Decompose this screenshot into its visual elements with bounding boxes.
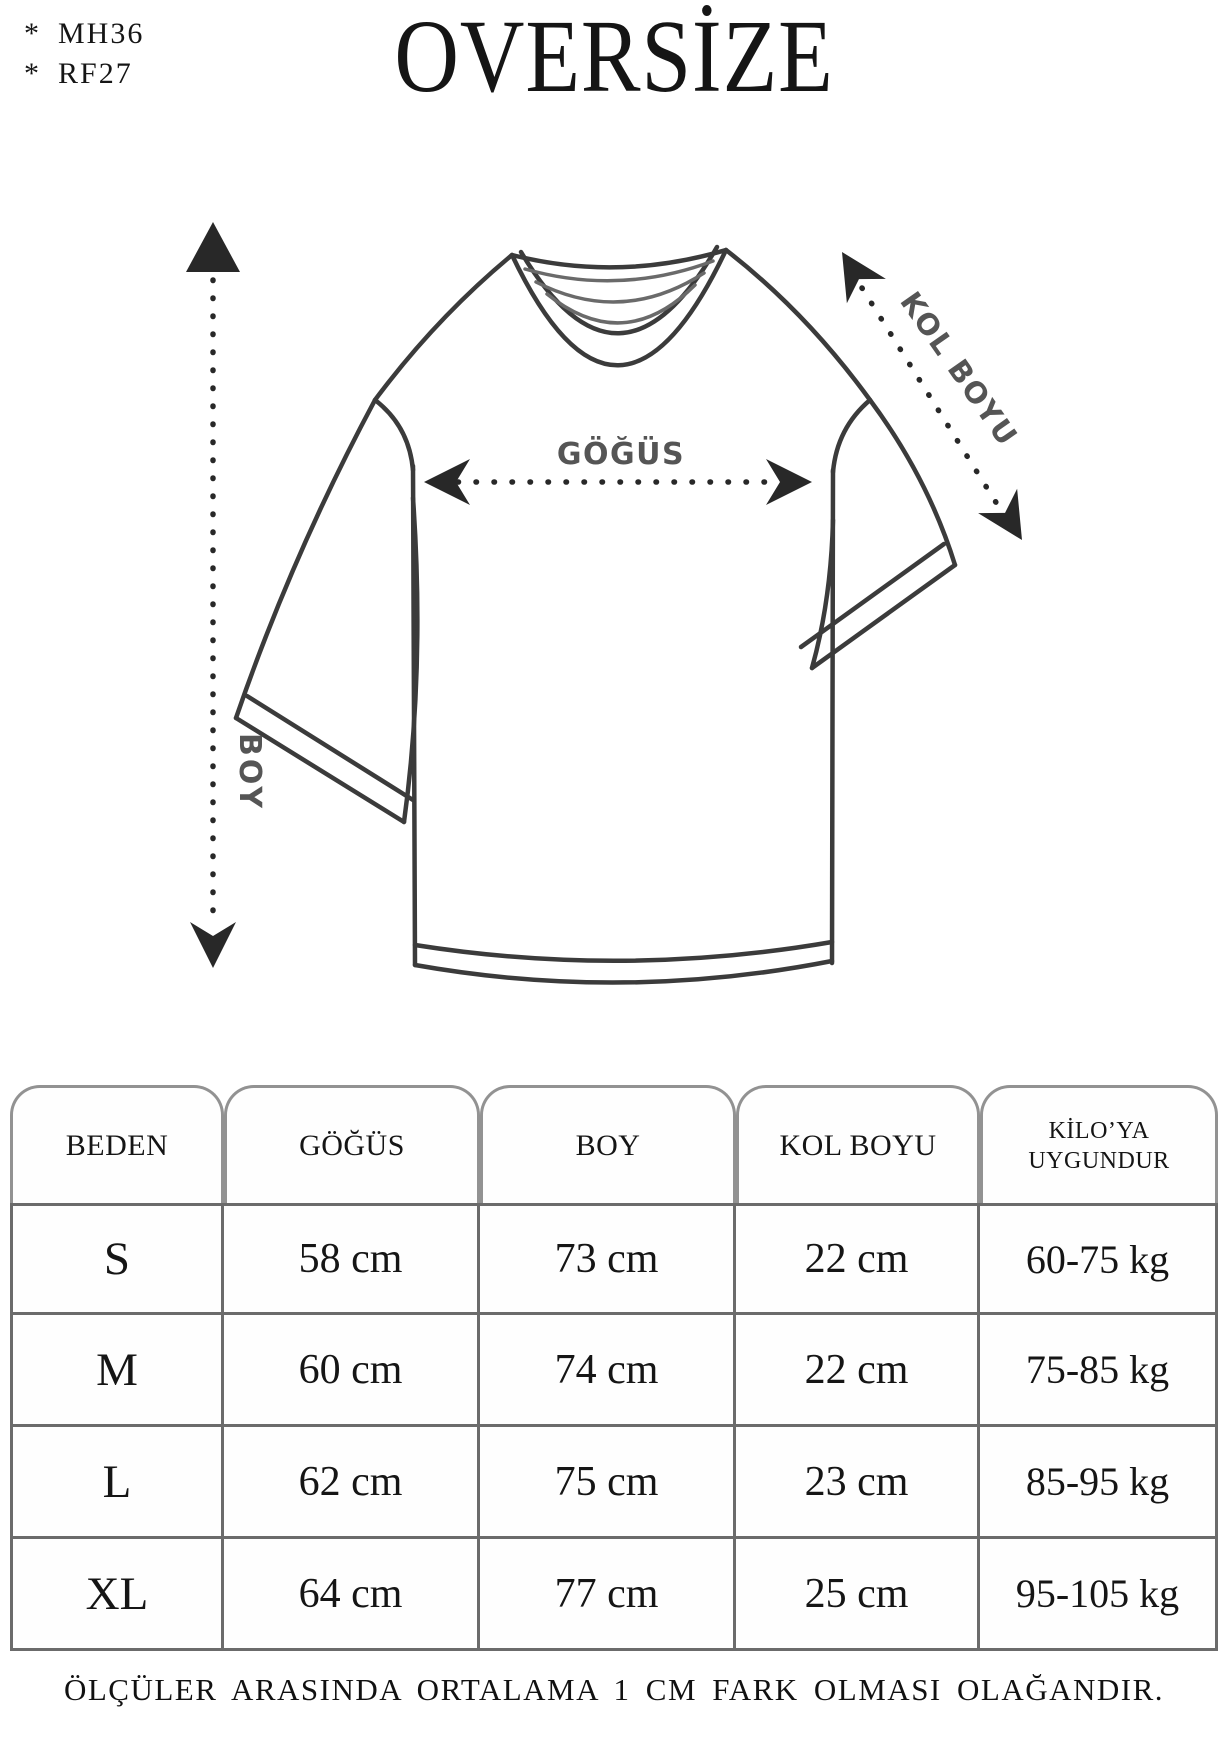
product-codes: * MH36 * RF27	[24, 14, 144, 94]
collar-outer	[509, 247, 729, 368]
collar-inner	[518, 244, 720, 336]
left-body-side	[410, 463, 418, 968]
left-armhole-seam	[372, 397, 416, 473]
chest-cell: 62 cm	[224, 1427, 480, 1539]
sleeve-cell: 25 cm	[736, 1539, 980, 1651]
length-cell: 75 cm	[480, 1427, 736, 1539]
collar-ribbing	[523, 259, 715, 325]
product-code-line: * MH36	[24, 14, 144, 54]
col-header-gogus: GÖĞÜS	[224, 1085, 480, 1203]
right-cuff-band	[798, 541, 947, 650]
chest-cell: 60 cm	[224, 1315, 480, 1427]
size-cell: XL	[10, 1539, 224, 1651]
col-header-beden: BEDEN	[10, 1085, 224, 1203]
product-code-line: * RF27	[24, 54, 144, 94]
weight-cell: 60-75 kg	[980, 1203, 1218, 1315]
length-cell: 73 cm	[480, 1203, 736, 1315]
tolerance-note: ÖLÇÜLER ARASINDA ORTALAMA 1 CM FARK OLMA…	[63, 1672, 1165, 1707]
size-cell: M	[10, 1315, 224, 1427]
right-body-side	[829, 467, 836, 966]
sleeve-cell: 22 cm	[736, 1203, 980, 1315]
right-shoulder-seam	[723, 247, 873, 403]
tshirt-measurement-diagram: GÖĞÜS BOY KOL BOYU	[0, 130, 1228, 1000]
sleeve-cell: 22 cm	[736, 1315, 980, 1427]
collar-top-edge	[509, 247, 729, 270]
page-title: OVERSİZE	[394, 0, 834, 114]
size-cell: S	[10, 1203, 224, 1315]
sleeve-label: KOL BOYU	[893, 286, 1024, 453]
arrow-up-right-icon	[822, 239, 886, 304]
left-cuff-band	[244, 693, 416, 803]
right-armhole-seam	[830, 397, 873, 475]
size-table: BEDEN GÖĞÜS BOY KOL BOYU KİLO’YA UYGUNDU…	[10, 1085, 1218, 1651]
right-cuff-edge	[809, 562, 958, 671]
hem-bottom-edge	[412, 958, 835, 985]
length-cell: 77 cm	[480, 1539, 736, 1651]
weight-cell: 85-95 kg	[980, 1427, 1218, 1539]
chest-label: GÖĞÜS	[557, 435, 685, 472]
arrow-right-icon	[766, 459, 812, 505]
arrow-left-icon	[424, 459, 470, 505]
product-code: MH36	[58, 17, 145, 50]
chest-measure-arrow	[424, 459, 812, 505]
length-label: BOY	[232, 733, 267, 811]
col-header-boy: BOY	[480, 1085, 736, 1203]
arrow-up-icon	[186, 222, 240, 272]
product-code: RF27	[58, 57, 133, 90]
asterisk-bullet: *	[24, 57, 41, 90]
hem-band-line	[412, 939, 835, 964]
weight-cell: 75-85 kg	[980, 1315, 1218, 1427]
left-sleeve-outer	[233, 397, 378, 721]
sleeve-cell: 23 cm	[736, 1427, 980, 1539]
left-cuff-edge	[233, 715, 407, 825]
tshirt-diagram-svg: GÖĞÜS BOY KOL BOYU	[186, 222, 1042, 985]
right-sleeve-underside	[809, 517, 836, 671]
col-header-kilo: KİLO’YA UYGUNDUR	[980, 1085, 1218, 1203]
arrow-down-icon	[190, 922, 236, 968]
size-cell: L	[10, 1427, 224, 1539]
length-measure-arrow	[186, 222, 240, 968]
weight-cell: 95-105 kg	[980, 1539, 1218, 1651]
asterisk-bullet: *	[24, 17, 41, 50]
tshirt-outline	[233, 244, 958, 985]
col-header-kol-boyu: KOL BOYU	[736, 1085, 980, 1203]
arrow-down-right-icon	[978, 488, 1042, 553]
right-sleeve-outer	[867, 397, 958, 568]
length-cell: 74 cm	[480, 1315, 736, 1427]
chest-cell: 64 cm	[224, 1539, 480, 1651]
left-shoulder-seam	[372, 252, 515, 403]
chest-cell: 58 cm	[224, 1203, 480, 1315]
left-sleeve-underside	[401, 495, 420, 825]
